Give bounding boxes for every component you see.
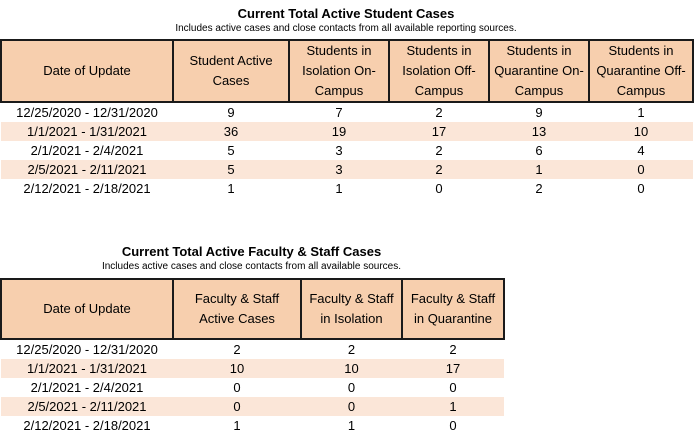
staff-cases-table: Date of Update Faculty & Staff Active Ca… (0, 278, 505, 435)
table-cell: 12/25/2020 - 12/31/2020 (16, 105, 158, 120)
table-cell: 7 (335, 105, 343, 120)
table-cell: 5 (173, 160, 289, 179)
table-cell: 5 (227, 143, 235, 158)
table-row: 1/1/2021 - 1/31/2021 10 10 17 (1, 359, 504, 378)
table-cell: 10 (301, 359, 402, 378)
student-cases-title: Current Total Active Student Cases (237, 6, 455, 21)
table-cell: 1/1/2021 - 1/31/2021 (1, 359, 173, 378)
table-cell: 2 (435, 105, 443, 120)
table-row: 12/25/2020 - 12/31/2020 2 2 2 (1, 339, 504, 359)
staff-cases-title: Current Total Active Faculty & Staff Cas… (121, 244, 382, 259)
table-cell: 9 (227, 105, 235, 120)
table-cell: 1 (637, 105, 645, 120)
table-cell: 1 (335, 181, 343, 196)
table-cell: 2/12/2021 - 2/18/2021 (23, 181, 151, 196)
table-cell: 2 (535, 181, 543, 196)
column-header-isolation-on-campus: Students in Isolation On-Campus (288, 39, 390, 103)
table-cell: 1 (233, 418, 241, 433)
column-header-isolation: Faculty & Staff in Isolation (300, 278, 403, 340)
table-header-row: Date of Update Student Active Cases Stud… (0, 39, 694, 103)
table-row: 2/12/2021 - 2/18/2021 1 1 0 2 0 (1, 179, 693, 198)
table-row: 2/12/2021 - 2/18/2021 1 1 0 (1, 416, 504, 435)
staff-cases-subtitle: Includes active cases and close contacts… (101, 261, 402, 272)
table-row: 1/1/2021 - 1/31/2021 36 19 17 13 10 (1, 122, 693, 141)
table-row: 2/1/2021 - 2/4/2021 5 3 2 6 4 (1, 141, 693, 160)
table-cell: 1 (489, 160, 589, 179)
student-cases-subtitle: Includes active cases and close contacts… (175, 23, 517, 34)
table-cell: 19 (289, 122, 389, 141)
table-cell: 2 (389, 160, 489, 179)
table-row: 2/1/2021 - 2/4/2021 0 0 0 (1, 378, 504, 397)
student-cases-table: Date of Update Student Active Cases Stud… (0, 39, 694, 198)
table-cell: 2/5/2021 - 2/11/2021 (1, 160, 173, 179)
staff-cases-section: Current Total Active Faculty & Staff Cas… (0, 244, 505, 435)
table-cell: 1/1/2021 - 1/31/2021 (1, 122, 173, 141)
table-header-row: Date of Update Faculty & Staff Active Ca… (0, 278, 505, 340)
table-cell: 0 (449, 380, 457, 395)
table-cell: 10 (589, 122, 693, 141)
table-cell: 0 (449, 418, 457, 433)
table-cell: 9 (535, 105, 543, 120)
table-cell: 0 (435, 181, 443, 196)
table-cell: 0 (301, 397, 402, 416)
table-cell: 2 (449, 342, 457, 357)
column-header-quarantine: Faculty & Staff in Quarantine (401, 278, 505, 340)
table-cell: 2/1/2021 - 2/4/2021 (30, 143, 144, 158)
table-row: 12/25/2020 - 12/31/2020 9 7 2 9 1 (1, 102, 693, 122)
table-cell: 0 (233, 380, 241, 395)
table-cell: 1 (227, 181, 235, 196)
table-cell: 6 (535, 143, 543, 158)
column-header-date: Date of Update (0, 278, 174, 340)
table-cell: 2 (435, 143, 443, 158)
table-cell: 10 (173, 359, 301, 378)
table-cell: 2/12/2021 - 2/18/2021 (23, 418, 151, 433)
table-cell: 13 (489, 122, 589, 141)
table-cell: 0 (347, 380, 356, 395)
table-cell: 0 (637, 181, 645, 196)
table-cell: 3 (289, 160, 389, 179)
table-cell: 0 (173, 397, 301, 416)
table-cell: 4 (637, 143, 645, 158)
table-cell: 0 (589, 160, 693, 179)
column-header-quarantine-on-campus: Students in Quarantine On-Campus (488, 39, 590, 103)
table-cell: 2/1/2021 - 2/4/2021 (30, 380, 144, 395)
table-cell: 36 (173, 122, 289, 141)
table-cell: 2 (233, 342, 241, 357)
student-cases-section: Current Total Active Student Cases Inclu… (0, 6, 694, 198)
table-cell: 3 (335, 143, 343, 158)
table-row: 2/5/2021 - 2/11/2021 0 0 1 (1, 397, 504, 416)
table-row: 2/5/2021 - 2/11/2021 5 3 2 1 0 (1, 160, 693, 179)
table-cell: 1 (402, 397, 504, 416)
column-header-date: Date of Update (0, 39, 174, 103)
column-header-active-cases: Faculty & Staff Active Cases (172, 278, 302, 340)
table-cell: 2 (347, 342, 356, 357)
column-header-active-cases: Student Active Cases (172, 39, 290, 103)
table-cell: 1 (347, 418, 356, 433)
column-header-isolation-off-campus: Students in Isolation Off-Campus (388, 39, 490, 103)
table-cell: 12/25/2020 - 12/31/2020 (16, 342, 158, 357)
table-cell: 2/5/2021 - 2/11/2021 (1, 397, 173, 416)
table-cell: 17 (389, 122, 489, 141)
column-header-quarantine-off-campus: Students in Quarantine Off-Campus (588, 39, 694, 103)
table-cell: 17 (402, 359, 504, 378)
